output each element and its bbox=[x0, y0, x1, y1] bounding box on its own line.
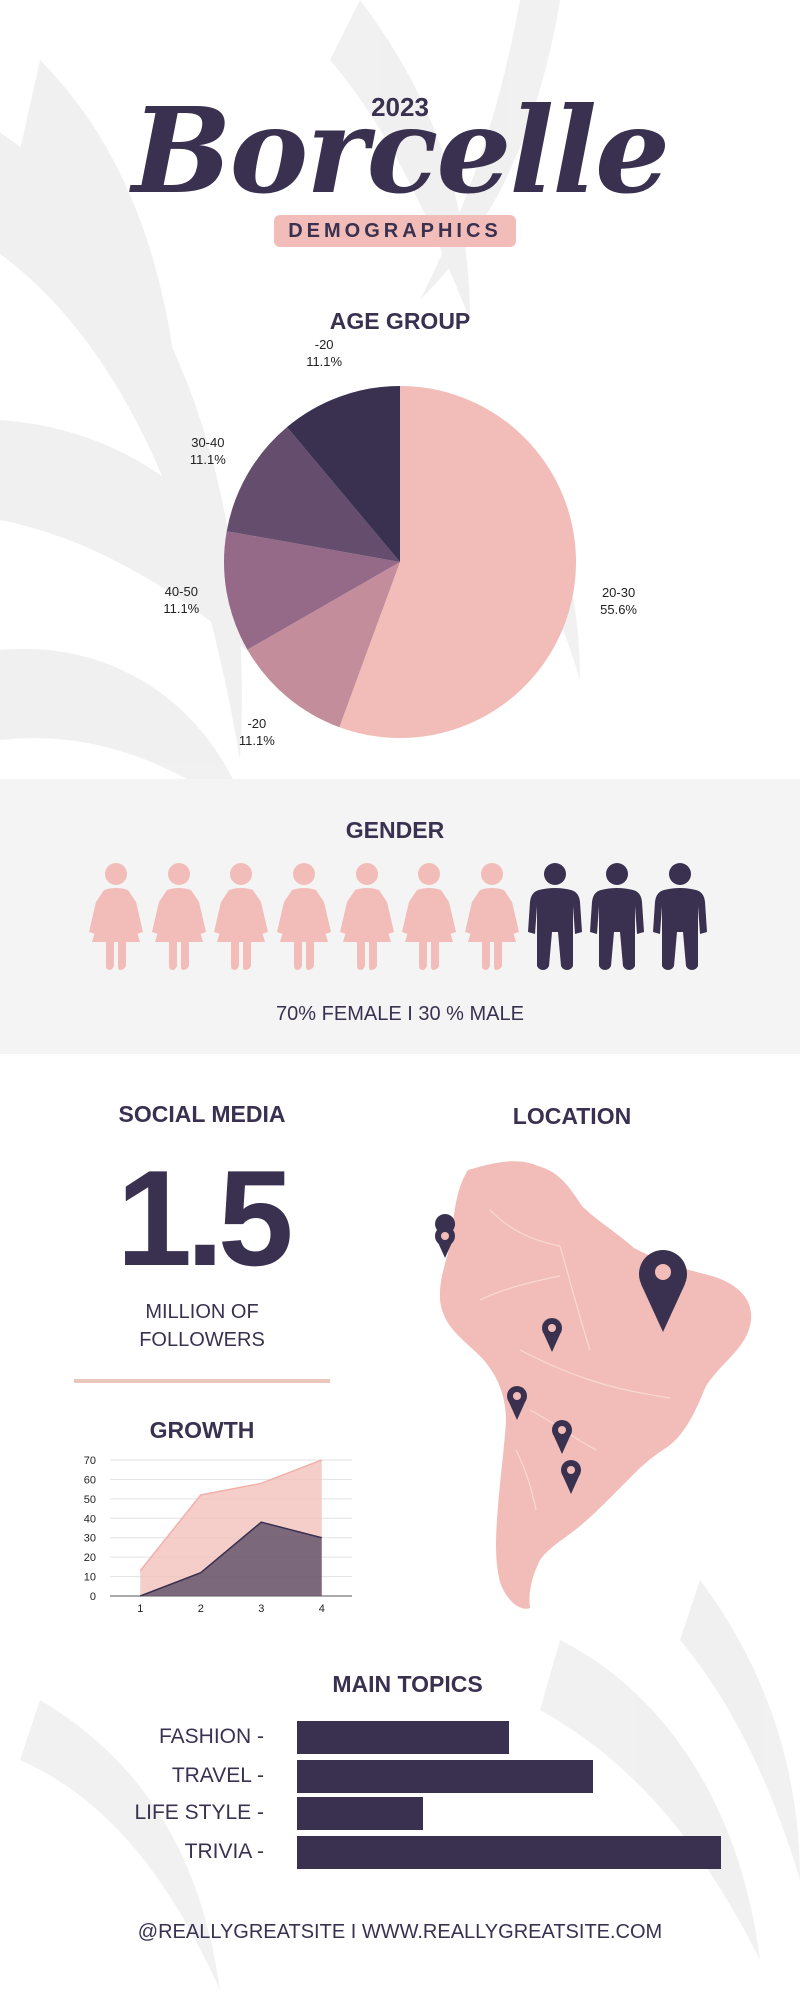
growth-y-tick: 50 bbox=[84, 1494, 96, 1506]
gender-summary: 70% FEMALE I 30 % MALE bbox=[276, 1003, 524, 1025]
followers-caption: MILLION OF FOLLOWERS bbox=[90, 1298, 314, 1354]
age-group-title: AGE GROUP bbox=[329, 308, 471, 334]
pie-label-1: -20 11.1% bbox=[217, 715, 297, 749]
topic-label: TRIVIA - bbox=[184, 1840, 264, 1863]
followers-count: 1.5 bbox=[116, 1142, 293, 1294]
topic-bar bbox=[297, 1721, 509, 1754]
pie-label-category: -20 bbox=[247, 715, 267, 731]
female-person-icon bbox=[88, 862, 144, 970]
topic-bar bbox=[297, 1836, 721, 1869]
location-title: LOCATION bbox=[512, 1103, 632, 1129]
growth-line-1 bbox=[139, 1521, 322, 1597]
brand-title: Borcelle bbox=[131, 81, 670, 220]
pie-label-category: 30-40 bbox=[191, 434, 225, 450]
main-topics-title: MAIN TOPICS bbox=[332, 1671, 483, 1697]
pin-paraguay-icon bbox=[552, 1420, 572, 1454]
topic-label: FASHION - bbox=[158, 1725, 264, 1748]
pie-slice-2 bbox=[223, 531, 400, 650]
pin-brazil-large-icon bbox=[639, 1250, 687, 1332]
pin-ecuador-icon bbox=[435, 1214, 456, 1258]
south-america-map bbox=[435, 1161, 752, 1609]
growth-area-1 bbox=[140, 1522, 322, 1596]
pie-label-percent: 11.1% bbox=[306, 354, 343, 370]
growth-y-tick: 60 bbox=[84, 1474, 96, 1486]
pie-label-percent: 11.1% bbox=[238, 732, 275, 748]
section-divider bbox=[74, 1379, 330, 1383]
pie-label-category: 40-50 bbox=[164, 584, 198, 600]
pie-label-0: 20-30 55.6% bbox=[579, 584, 659, 618]
pie-label-percent: 11.1% bbox=[163, 601, 200, 617]
pie-label-4: -20 11.1% bbox=[284, 336, 364, 370]
growth-x-tick: 1 bbox=[137, 1603, 143, 1615]
pie-label-2: 40-50 11.1% bbox=[141, 583, 221, 617]
pie-label-percent: 11.1% bbox=[189, 451, 226, 467]
demographics-badge: DEMOGRAPHICS bbox=[274, 215, 516, 247]
female-person-icon bbox=[339, 862, 395, 970]
growth-x-tick: 2 bbox=[198, 1603, 204, 1615]
growth-y-tick: 0 bbox=[90, 1591, 96, 1603]
growth-y-tick: 70 bbox=[84, 1455, 96, 1467]
pie-label-category: 20-30 bbox=[601, 584, 636, 600]
pie-slice-3 bbox=[226, 427, 400, 562]
pie-slice-0 bbox=[339, 386, 576, 738]
pie-label-category: -20 bbox=[314, 337, 334, 353]
female-person-icon bbox=[464, 862, 520, 970]
female-person-icon bbox=[276, 862, 332, 970]
map-pins bbox=[435, 1214, 687, 1494]
age-pie-chart bbox=[223, 386, 576, 738]
growth-y-tick: 30 bbox=[84, 1533, 96, 1545]
growth-area-chart: 0 10 20 30 40 50 60 70 1 2 3 4 bbox=[84, 1455, 352, 1615]
pin-argentina-icon bbox=[561, 1460, 581, 1494]
followers-caption-line2: FOLLOWERS bbox=[139, 1329, 265, 1351]
topic-bar bbox=[297, 1797, 423, 1830]
male-person-icon bbox=[527, 862, 583, 970]
topic-label: LIFE STYLE - bbox=[134, 1801, 264, 1824]
female-person-icon bbox=[213, 862, 269, 970]
growth-line-0 bbox=[139, 1459, 323, 1572]
growth-y-tick: 20 bbox=[84, 1552, 96, 1564]
social-media-title: SOCIAL MEDIA bbox=[118, 1101, 286, 1127]
pie-slice-4 bbox=[286, 386, 400, 562]
footer-links: @REALLYGREATSITE I WWW.REALLYGREATSITE.C… bbox=[137, 1921, 663, 1943]
growth-y-tick: 10 bbox=[84, 1572, 96, 1584]
growth-x-tick: 4 bbox=[319, 1603, 325, 1615]
growth-title: GROWTH bbox=[149, 1417, 255, 1443]
pin-bolivia-icon bbox=[542, 1318, 562, 1352]
gender-title: GENDER bbox=[345, 817, 445, 843]
growth-x-tick: 3 bbox=[258, 1603, 264, 1615]
topic-bar bbox=[297, 1760, 593, 1793]
female-person-icon bbox=[151, 862, 207, 970]
pie-slice-1 bbox=[247, 562, 400, 728]
topic-label: TRAVEL - bbox=[171, 1764, 264, 1787]
male-person-icon bbox=[652, 862, 708, 970]
pie-label-3: 30-40 11.1% bbox=[168, 434, 248, 468]
pie-label-percent: 55.6% bbox=[600, 601, 637, 617]
male-person-icon bbox=[589, 862, 645, 970]
south-america-shape bbox=[439, 1161, 752, 1609]
female-person-icon bbox=[401, 862, 457, 970]
followers-caption-line1: MILLION OF bbox=[145, 1301, 259, 1323]
year-label: 2023 bbox=[371, 92, 429, 122]
pin-chile-icon bbox=[507, 1386, 527, 1420]
country-borders bbox=[479, 1209, 671, 1511]
growth-y-tick: 40 bbox=[84, 1513, 96, 1525]
gender-icons bbox=[88, 862, 708, 970]
